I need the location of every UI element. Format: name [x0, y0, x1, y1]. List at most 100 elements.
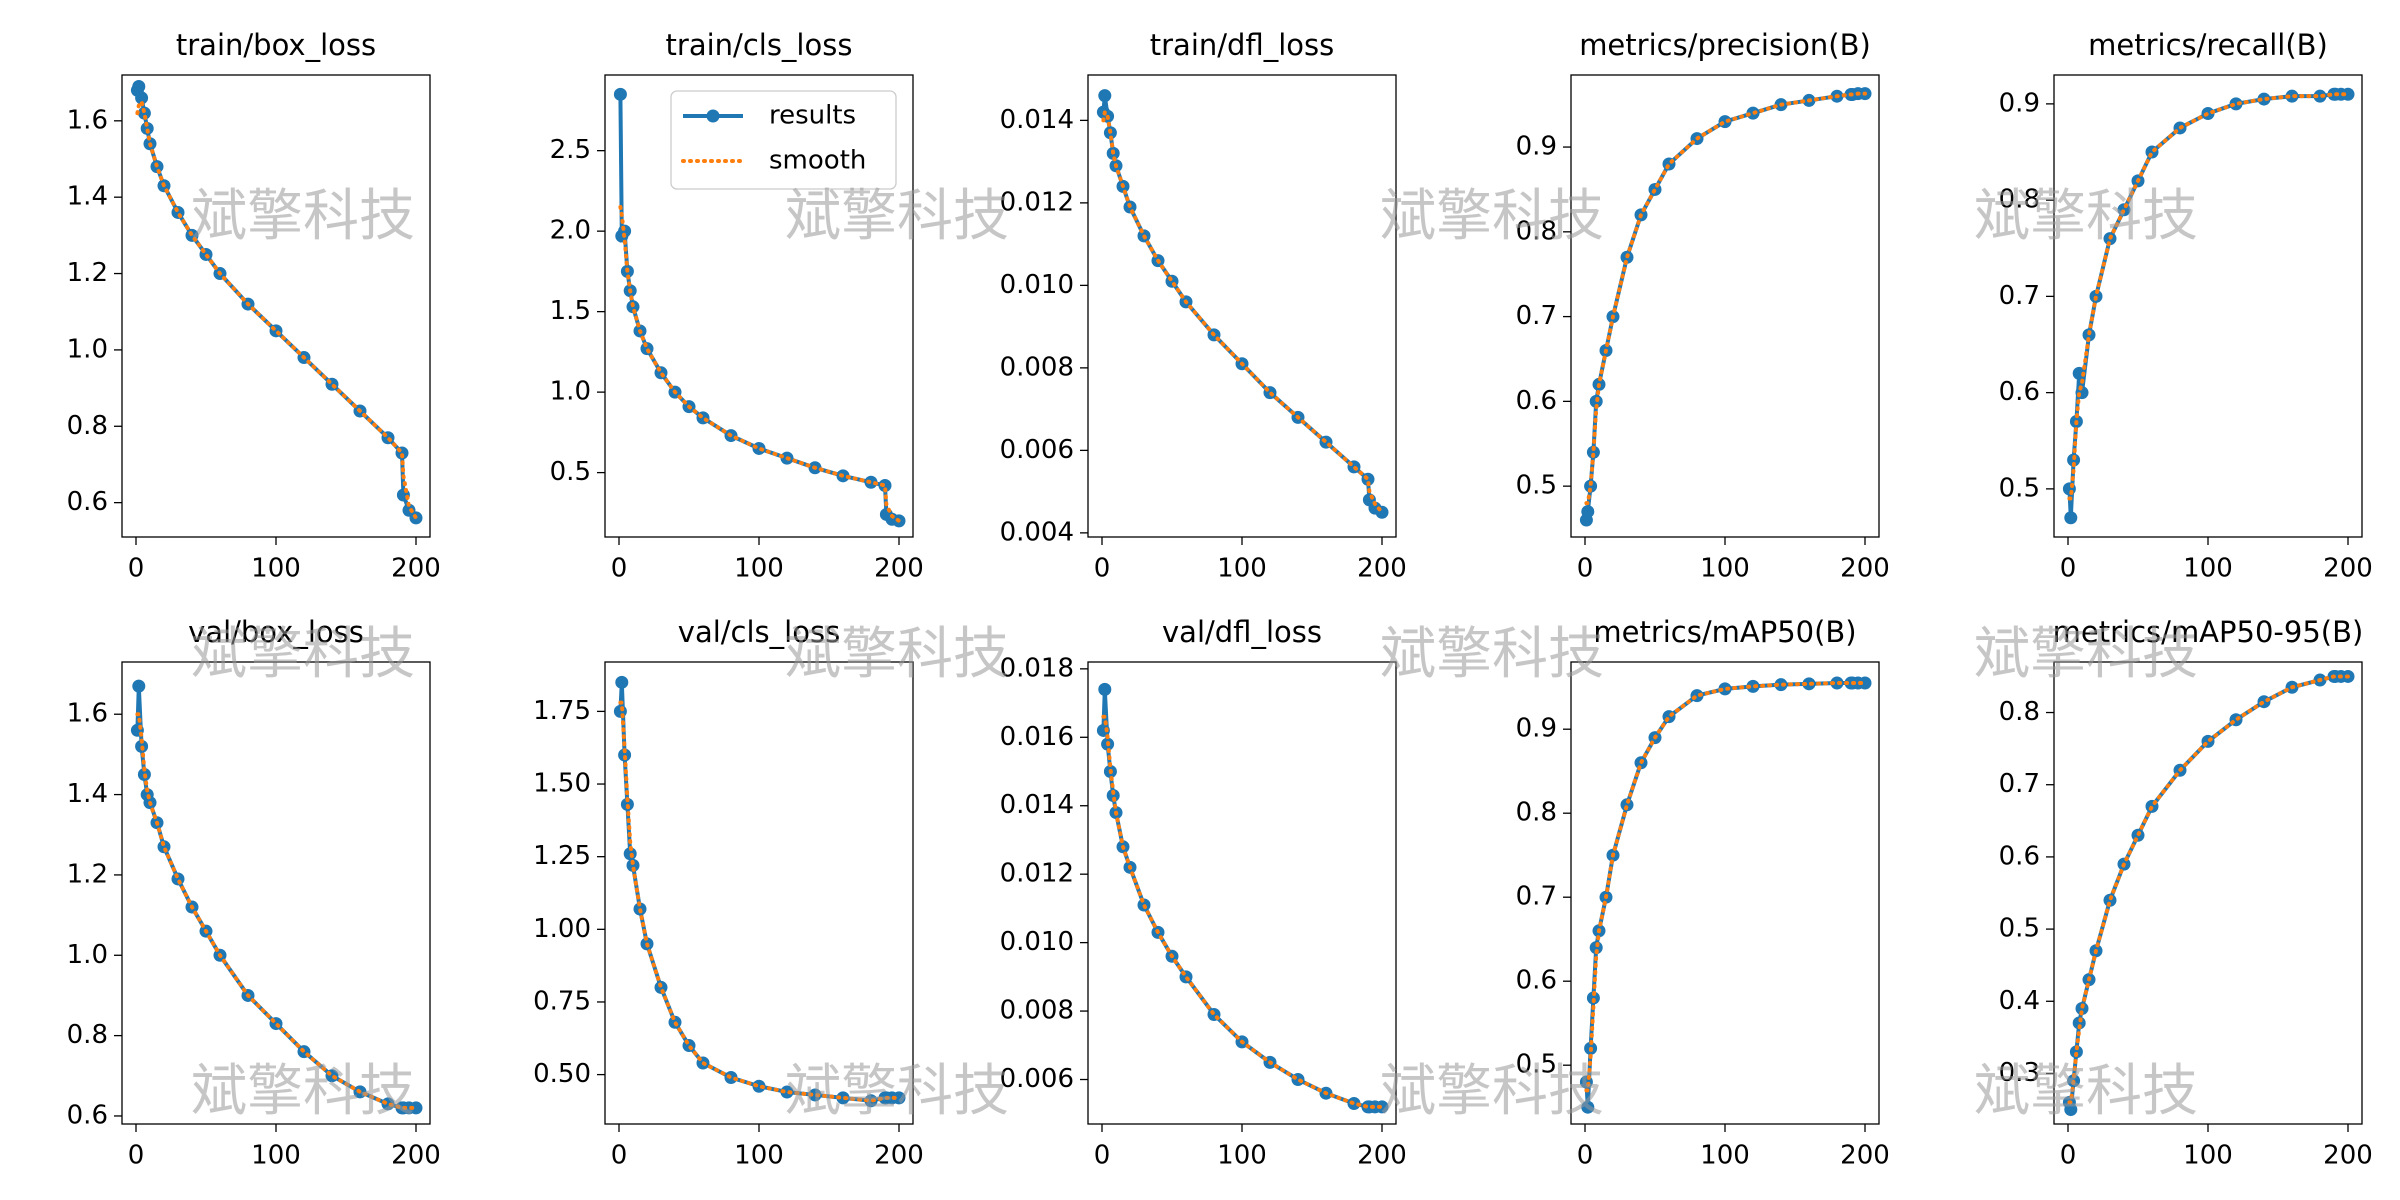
plot-area	[2062, 87, 2355, 525]
chart-title: metrics/recall(B)	[2088, 28, 2328, 62]
watermark: 斌擎科技	[1974, 622, 2198, 687]
point	[1586, 991, 1600, 1005]
y-tick-label: 1.2	[67, 258, 108, 288]
x-tick-label: 200	[391, 554, 441, 584]
x-tick-label: 100	[734, 554, 784, 584]
y-tick-label: 0.5	[1516, 471, 1557, 501]
plot-area	[130, 79, 423, 525]
x-tick-label: 0	[1577, 554, 1594, 584]
x-tick-label: 100	[251, 1141, 301, 1171]
point	[1802, 677, 1816, 691]
y-tick-label: 2.5	[550, 135, 591, 165]
chart-title: metrics/precision(B)	[1579, 28, 1871, 62]
watermark: 斌擎科技	[191, 1059, 415, 1124]
chart-title: train/dfl_loss	[1150, 28, 1334, 62]
point	[1774, 678, 1788, 692]
y-tick-label: 0.9	[1999, 88, 2040, 118]
point	[2075, 1002, 2089, 1015]
y-tick-label: 0.6	[1516, 966, 1557, 996]
point	[752, 1079, 766, 1093]
watermark: 斌擎科技	[1380, 622, 1604, 687]
x-tick-label: 100	[2183, 1141, 2233, 1171]
point	[1746, 679, 1760, 693]
point	[613, 87, 627, 101]
chart-title: val/box_loss	[188, 615, 364, 649]
smooth-line	[618, 700, 901, 1103]
y-tick-label: 0.75	[533, 986, 591, 1016]
y-tick-label: 0.5	[1999, 914, 2040, 944]
plot-area	[2062, 669, 2355, 1117]
point	[1106, 788, 1120, 802]
y-tick-label: 1.75	[533, 696, 591, 726]
axes-frame	[604, 74, 914, 538]
plot-area	[1579, 87, 1872, 527]
x-tick-label: 0	[611, 554, 628, 584]
y-tick-label: 0.012	[1000, 187, 1074, 217]
axes-frame	[1087, 661, 1397, 1125]
y-tick-label: 1.5	[550, 296, 591, 326]
y-tick-label: 0.004	[1000, 517, 1074, 547]
x-tick-label: 0	[128, 554, 145, 584]
watermarks: 斌擎科技 斌擎科技 斌擎科技 斌擎科技 斌擎科技 斌擎科技 斌擎科技 斌擎科技 …	[191, 184, 2198, 1124]
point	[682, 1039, 696, 1053]
smooth-line	[2067, 92, 2350, 501]
axes-frame	[121, 661, 431, 1125]
point	[2064, 511, 2078, 525]
subplot: val/box_loss 0 100 200 0.6 0.8 1.0 1.2 1.4 1.6	[67, 615, 441, 1171]
chart-title: val/cls_loss	[678, 615, 840, 649]
y-tick-label: 0.010	[1000, 270, 1074, 300]
point	[878, 478, 892, 492]
axes-frame	[2053, 661, 2363, 1125]
y-tick-label: 0.006	[1000, 1064, 1074, 1094]
point	[836, 1091, 850, 1105]
y-tick-label: 0.8	[67, 1020, 108, 1050]
x-tick-label: 100	[734, 1141, 784, 1171]
y-tick-label: 0.6	[1999, 377, 2040, 407]
watermark: 斌擎科技	[785, 184, 1009, 249]
y-tick-label: 0.5	[550, 457, 591, 487]
y-tick-label: 0.8	[67, 411, 108, 441]
point	[615, 675, 629, 689]
x-tick-label: 200	[1357, 554, 1407, 584]
point	[1830, 676, 1844, 690]
smooth-line	[135, 712, 418, 1110]
y-tick-label: 0.3	[1999, 1058, 2040, 1088]
axes-frame	[604, 661, 914, 1125]
y-tick-label: 0.014	[1000, 790, 1074, 820]
subplot: metrics/mAP50(B) 0 100 200 0.5 0.6 0.7 0.8 0.9	[1516, 615, 1890, 1171]
x-tick-label: 200	[1840, 1141, 1890, 1171]
plot-area	[130, 679, 423, 1115]
smooth-line	[1101, 106, 1384, 515]
watermark: 斌擎科技	[1974, 1059, 2198, 1124]
y-tick-label: 1.4	[67, 182, 108, 212]
point	[1291, 1073, 1305, 1087]
x-tick-label: 0	[2060, 1141, 2077, 1171]
y-tick-label: 0.8	[1516, 216, 1557, 246]
point	[137, 106, 151, 120]
y-tick-label: 0.6	[1516, 386, 1557, 416]
point	[654, 366, 668, 380]
y-tick-label: 1.50	[533, 769, 591, 799]
x-tick-label: 200	[391, 1141, 441, 1171]
y-tick-label: 0.4	[1999, 986, 2040, 1016]
point	[1584, 479, 1598, 493]
point	[1620, 798, 1634, 812]
axes-frame	[1570, 661, 1880, 1125]
y-tick-label: 1.0	[67, 940, 108, 970]
point	[2067, 453, 2081, 467]
x-tick-label: 200	[1357, 1141, 1407, 1171]
x-tick-label: 0	[128, 1141, 145, 1171]
x-tick-label: 0	[1094, 1141, 1111, 1171]
y-tick-label: 1.0	[67, 334, 108, 364]
x-tick-label: 0	[1577, 1141, 1594, 1171]
point	[2257, 695, 2271, 709]
point	[1165, 274, 1179, 288]
y-tick-label: 0.7	[1516, 301, 1557, 331]
x-tick-label: 200	[2323, 1141, 2373, 1171]
y-tick-label: 0.016	[1000, 722, 1074, 752]
y-tick-label: 1.25	[533, 841, 591, 871]
y-tick-label: 0.008	[1000, 352, 1074, 382]
